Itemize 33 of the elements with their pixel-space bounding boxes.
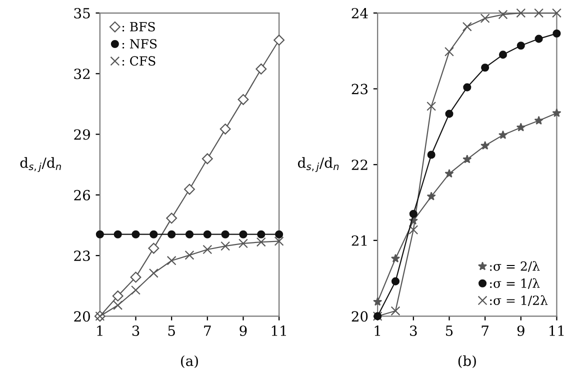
legend-label: : CFS bbox=[122, 56, 156, 66]
legend-label: : BFS bbox=[122, 22, 155, 32]
x-tick-label: 3 bbox=[132, 325, 140, 336]
x-tick-label: 7 bbox=[482, 326, 488, 336]
x-tick-label: 7 bbox=[204, 326, 211, 336]
y-tick-label: 21 bbox=[352, 235, 367, 246]
x-tick-label: 5 bbox=[446, 326, 453, 336]
y-tick-label: 22 bbox=[352, 160, 368, 170]
y-tick-label: 24 bbox=[352, 8, 368, 18]
x-axis-title: (a) bbox=[181, 355, 198, 368]
y-tick-label: 23 bbox=[352, 84, 368, 94]
y-axis-title: d$_{s,j}$/d$_{n}$ bbox=[20, 157, 61, 172]
y-axis-title: d$_{s,j}$/d$_{n}$ bbox=[298, 157, 339, 172]
y-tick-label: 29 bbox=[74, 129, 90, 140]
y-tick-label: 32 bbox=[74, 68, 90, 80]
x-tick-label: 1 bbox=[374, 325, 380, 336]
legend-label: : NFS bbox=[122, 39, 157, 49]
legend-label: :σ = 2/λ bbox=[490, 261, 540, 272]
y-tick-label: 20 bbox=[74, 311, 90, 322]
y-tick-label: 35 bbox=[74, 8, 90, 18]
x-tick-label: 3 bbox=[410, 325, 417, 336]
x-tick-label: 11 bbox=[550, 325, 564, 336]
legend-label: :σ = 1/2λ bbox=[490, 295, 548, 306]
x-tick-label: 11 bbox=[272, 325, 286, 336]
x-tick-label: 9 bbox=[240, 325, 247, 336]
x-tick-label: 5 bbox=[168, 326, 175, 336]
legend-label: :σ = 1/λ bbox=[490, 278, 540, 289]
x-axis-title: (b) bbox=[458, 355, 476, 368]
x-tick-label: 9 bbox=[517, 325, 524, 336]
x-tick-label: 1 bbox=[97, 325, 102, 336]
y-tick-label: 23 bbox=[74, 250, 90, 262]
y-tick-label: 26 bbox=[74, 190, 90, 200]
y-tick-label: 20 bbox=[352, 311, 368, 322]
